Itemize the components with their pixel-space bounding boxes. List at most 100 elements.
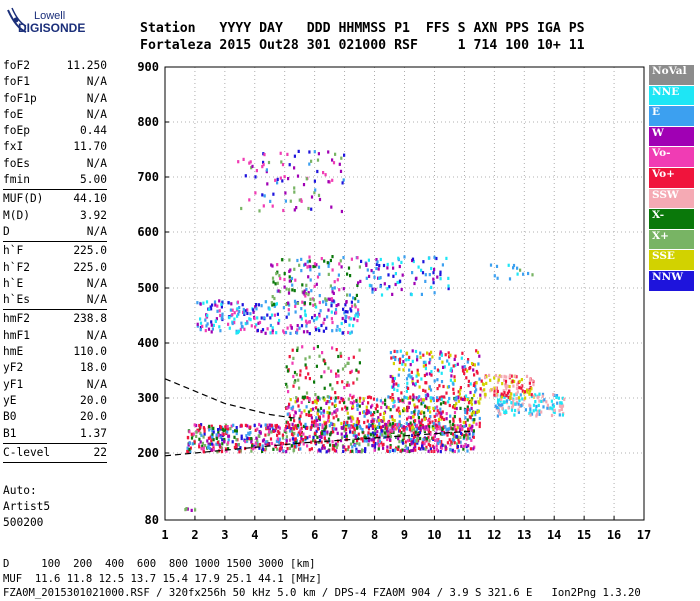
- echo-point: [289, 398, 292, 402]
- echo-point: [349, 442, 353, 446]
- echo-point: [455, 434, 458, 438]
- echo-point: [200, 423, 203, 427]
- echo-point: [391, 426, 394, 430]
- x-tick-label: 10: [427, 528, 441, 542]
- echo-point: [317, 395, 320, 399]
- echo-point: [306, 260, 309, 264]
- echo-point: [322, 321, 325, 325]
- echo-point: [542, 405, 545, 409]
- echo-point: [270, 441, 274, 446]
- echo-point: [283, 285, 286, 289]
- echo-point: [489, 389, 492, 393]
- echo-point: [324, 426, 327, 430]
- auto-code: 500200: [3, 516, 44, 529]
- echo-point: [392, 266, 395, 270]
- echo-point: [318, 448, 321, 452]
- echo-point: [422, 353, 425, 357]
- echo-point: [246, 436, 249, 440]
- echo-point: [532, 409, 535, 413]
- echo-point: [515, 375, 518, 379]
- echo-point: [249, 160, 252, 164]
- echo-point: [425, 397, 428, 401]
- echo-point: [264, 331, 267, 335]
- echo-point: [371, 287, 374, 291]
- echo-point: [250, 446, 253, 450]
- echo-point: [329, 443, 332, 447]
- echo-point: [453, 375, 456, 379]
- echo-point: [417, 373, 420, 377]
- echo-point: [430, 370, 433, 374]
- echo-point: [326, 261, 329, 265]
- echo-point: [493, 274, 496, 278]
- echo-point: [387, 424, 390, 428]
- echo-point: [436, 399, 439, 403]
- echo-point: [309, 265, 312, 269]
- echo-point: [265, 170, 268, 174]
- echo-point: [321, 351, 324, 355]
- echo-point: [371, 424, 374, 428]
- param-label: fmin: [3, 173, 30, 187]
- echo-point: [413, 439, 417, 443]
- echo-point: [344, 405, 347, 409]
- echo-point: [431, 396, 434, 400]
- x-tick-label: 9: [401, 528, 408, 542]
- echo-point: [230, 424, 233, 428]
- echo-point: [343, 153, 346, 157]
- echo-point: [334, 152, 337, 156]
- echo-point: [350, 425, 353, 429]
- echo-point: [237, 443, 240, 447]
- echo-point: [318, 314, 321, 318]
- echo-point: [246, 424, 249, 428]
- echo-point: [193, 423, 196, 427]
- echo-point: [440, 446, 443, 450]
- param-label: hmF2: [3, 312, 30, 326]
- echo-point: [327, 449, 330, 453]
- echo-point: [326, 315, 329, 319]
- echo-point: [466, 407, 469, 411]
- echo-point: [330, 205, 333, 209]
- echo-point: [379, 257, 382, 262]
- echo-point: [276, 433, 279, 437]
- echo-point: [404, 444, 407, 448]
- echo-point: [419, 355, 422, 359]
- echo-point: [309, 278, 312, 282]
- echo-point: [245, 434, 248, 438]
- echo-point: [422, 447, 425, 451]
- echo-point: [194, 508, 197, 512]
- echo-point: [439, 352, 442, 356]
- echo-point: [454, 354, 457, 358]
- echo-point: [469, 400, 473, 404]
- echo-point: [429, 388, 433, 392]
- echo-point: [299, 315, 302, 319]
- echo-point: [396, 350, 399, 354]
- echo-point: [223, 437, 226, 442]
- echo-point: [452, 438, 455, 442]
- echo-point: [285, 431, 288, 435]
- echo-point: [316, 418, 319, 422]
- echo-point: [339, 439, 343, 443]
- param-label: fxI: [3, 140, 24, 154]
- echo-point: [411, 423, 414, 427]
- echo-point: [441, 432, 444, 436]
- echo-point: [391, 292, 394, 296]
- echo-point: [391, 377, 394, 381]
- echo-point: [358, 404, 361, 408]
- echo-point: [290, 406, 293, 410]
- echo-point: [353, 431, 356, 435]
- echo-point: [356, 404, 359, 408]
- echo-point: [518, 398, 521, 403]
- echo-point: [445, 417, 448, 421]
- param-label: B1: [3, 426, 17, 440]
- echo-point: [413, 427, 416, 431]
- echo-point: [493, 393, 496, 397]
- echo-point: [382, 418, 386, 422]
- echo-point: [292, 441, 295, 445]
- echo-point: [220, 449, 224, 454]
- echo-point: [508, 385, 511, 389]
- echo-point: [411, 377, 414, 381]
- echo-point: [356, 256, 359, 260]
- echo-point: [348, 316, 351, 320]
- echo-point: [435, 444, 438, 448]
- echo-point: [302, 330, 306, 334]
- echo-point: [343, 311, 346, 315]
